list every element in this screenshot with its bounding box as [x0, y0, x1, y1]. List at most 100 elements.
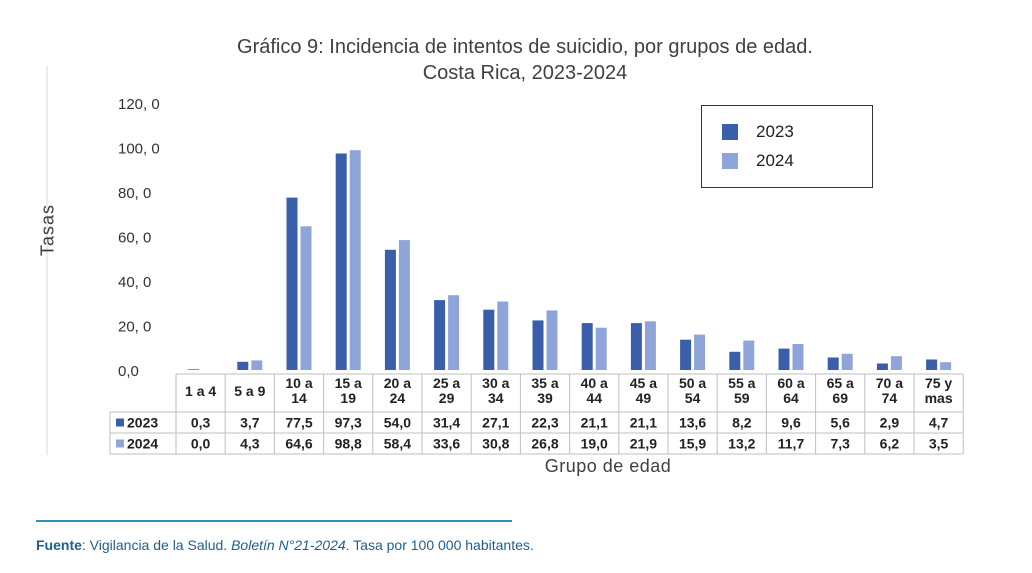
- bar-2023-2: [286, 197, 298, 370]
- data-label: 27,1: [482, 415, 509, 431]
- bar-2023-15: [926, 359, 938, 370]
- bar-2023-13: [827, 357, 839, 370]
- data-label: 13,6: [679, 415, 706, 431]
- table-series-name: 2023: [127, 415, 158, 431]
- data-label: 58,4: [384, 436, 411, 452]
- x-tick-label: 40 a: [581, 375, 608, 391]
- data-label: 26,8: [531, 436, 558, 452]
- bar-2023-4: [384, 249, 396, 370]
- bar-2024-15: [940, 362, 952, 370]
- chart-title-line1: Gráfico 9: Incidencia de intentos de sui…: [237, 36, 813, 58]
- y-tick-label: 0,0: [118, 363, 139, 380]
- bar-2024-10: [694, 334, 706, 370]
- bar-2024-9: [644, 321, 656, 370]
- x-tick-label: 1 a 4: [185, 383, 216, 399]
- x-tick-label: 75 y: [925, 375, 952, 391]
- data-label: 19,0: [581, 436, 608, 452]
- x-tick-label: 64: [783, 390, 799, 406]
- data-label: 30,8: [482, 436, 509, 452]
- y-axis-label: Tasas: [37, 203, 58, 257]
- data-label: 97,3: [335, 415, 362, 431]
- bar-2024-6: [497, 301, 509, 370]
- data-label: 7,3: [830, 436, 850, 452]
- data-label: 77,5: [285, 415, 312, 431]
- bar-2023-12: [778, 348, 790, 370]
- data-label: 5,6: [830, 415, 850, 431]
- x-tick-label: 74: [882, 390, 898, 406]
- source-text: : Vigilancia de la Salud.: [81, 537, 232, 553]
- source-label: Fuente: [36, 537, 82, 553]
- data-label: 0,0: [191, 436, 211, 452]
- bar-2024-8: [595, 327, 607, 370]
- x-tick-label: 55 a: [728, 375, 755, 391]
- data-label: 15,9: [679, 436, 706, 452]
- bar-2024-1: [251, 360, 263, 370]
- data-label: 33,6: [433, 436, 460, 452]
- bar-2023-1: [237, 361, 249, 370]
- bar-2023-6: [483, 309, 495, 370]
- x-tick-label: 34: [488, 390, 504, 406]
- x-tick-label: 10 a: [285, 375, 312, 391]
- bar-2023-9: [630, 323, 642, 370]
- x-tick-label: 39: [537, 390, 553, 406]
- x-tick-label: 50 a: [679, 375, 706, 391]
- legend-swatch-2024: [722, 153, 738, 169]
- bar-2023-3: [335, 153, 347, 370]
- table-legend-key-2024: [116, 439, 124, 448]
- bar-2024-4: [398, 240, 410, 370]
- legend-item-2024: 2024: [722, 151, 794, 171]
- x-tick-label: 25 a: [433, 375, 460, 391]
- table-series-name: 2024: [127, 436, 158, 452]
- data-label: 11,7: [778, 436, 805, 452]
- x-tick-label: 20 a: [384, 375, 411, 391]
- bar-2023-10: [680, 339, 692, 370]
- data-label: 21,1: [581, 415, 608, 431]
- bar-2024-11: [743, 340, 755, 370]
- legend-label-2023: 2023: [756, 122, 794, 141]
- data-label: 3,7: [240, 415, 260, 431]
- data-label: 54,0: [384, 415, 411, 431]
- bar-2023-11: [729, 351, 741, 370]
- y-axis-ticks: 120, 0 100, 0 80, 0 60, 0 40, 0 20, 0 0,0: [118, 96, 160, 380]
- chart-subtitle: Costa Rica, 2023-2024: [422, 62, 628, 84]
- x-tick-label: 14: [291, 390, 307, 406]
- source-divider: [36, 520, 512, 522]
- x-tick-label: mas: [925, 390, 953, 406]
- x-tick-label: 30 a: [482, 375, 509, 391]
- x-tick-label: 60 a: [777, 375, 804, 391]
- y-tick-label: 100, 0: [118, 141, 160, 158]
- bar-2023-8: [581, 323, 593, 370]
- y-tick-label: 80, 0: [118, 185, 151, 202]
- data-label: 2,9: [880, 415, 900, 431]
- y-tick-label: 60, 0: [118, 230, 151, 247]
- bars: [188, 150, 952, 370]
- x-tick-label: 19: [340, 390, 356, 406]
- bar-2024-13: [841, 353, 853, 370]
- bar-2024-3: [349, 150, 361, 370]
- x-tick-label: 45 a: [630, 375, 657, 391]
- legend: 2023 2024: [701, 105, 873, 188]
- bar-2024-14: [890, 356, 902, 370]
- data-label: 13,2: [728, 436, 755, 452]
- data-label: 3,5: [929, 436, 949, 452]
- source-bulletin: Boletín N°21-2024: [231, 537, 346, 553]
- bar-2024-7: [546, 310, 558, 370]
- x-tick-label: 59: [734, 390, 750, 406]
- y-tick-label: 20, 0: [118, 319, 151, 336]
- data-label: 98,8: [335, 436, 362, 452]
- source-tail: . Tasa por 100 000 habitantes.: [345, 537, 534, 553]
- x-tick-label: 35 a: [531, 375, 558, 391]
- legend-label-2024: 2024: [756, 151, 794, 170]
- data-label: 6,2: [880, 436, 900, 452]
- x-tick-label: 15 a: [335, 375, 362, 391]
- data-label: 21,9: [630, 436, 657, 452]
- bar-2023-14: [876, 363, 888, 370]
- x-tick-label: 44: [586, 390, 602, 406]
- x-tick-label: 5 a 9: [234, 383, 265, 399]
- data-label: 0,3: [191, 415, 211, 431]
- bar-2023-0: [188, 369, 200, 370]
- x-axis-label: Grupo de edad: [544, 456, 672, 476]
- data-label: 9,6: [781, 415, 801, 431]
- chart-title: Gráfico 9: Incidencia de intentos de sui…: [100, 34, 950, 86]
